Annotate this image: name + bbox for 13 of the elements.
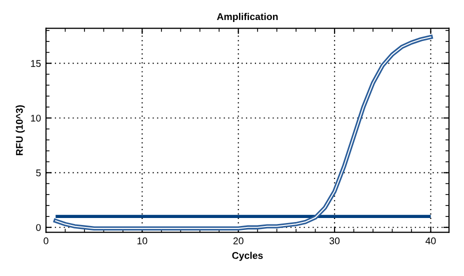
line-series [54,34,433,231]
x-axis-title: Cycles [232,252,263,261]
x-tick-label: 0 [44,237,48,244]
x-tick-label: 40 [426,237,436,244]
chart-title: Amplification [216,12,278,22]
x-tick-label: 20 [233,237,244,244]
y-tick-label: 10 [31,114,41,122]
x-tick-label: 30 [330,237,340,244]
y-axis-title: RFU (10^3) [16,105,25,156]
y-tick-label: 0 [36,224,41,231]
y-tick-label: 5 [36,170,41,176]
x-tick-label: 10 [138,237,148,244]
y-tick-label: 15 [31,60,41,67]
